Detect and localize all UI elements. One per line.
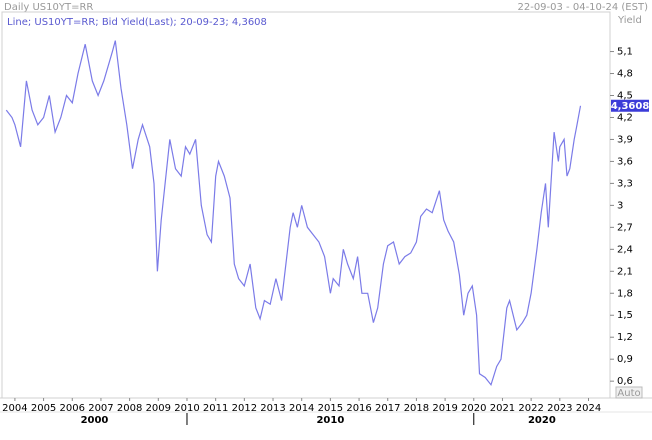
x-tick-label: 2008 xyxy=(117,403,142,414)
x-tick-label: 2019 xyxy=(432,403,457,414)
last-value-label: 4,3608 xyxy=(611,101,650,112)
x-tick-label: 2018 xyxy=(404,403,429,414)
x-tick-label: 2020 xyxy=(461,403,486,414)
y-tick-label: 1,5 xyxy=(617,310,633,321)
y-tick-label: 4,5 xyxy=(617,90,633,101)
last-value-box xyxy=(611,99,649,112)
y-tick-label: 2,7 xyxy=(617,222,633,233)
decade-label: 2010 xyxy=(316,415,344,426)
x-tick-label: 2009 xyxy=(146,403,171,414)
y-tick-label: 3 xyxy=(617,200,623,211)
y-tick-label: 3,9 xyxy=(617,134,633,145)
x-tick-label: 2017 xyxy=(375,403,400,414)
y-tick-label: 0,6 xyxy=(617,376,633,387)
x-tick-label: 2024 xyxy=(576,403,601,414)
x-tick-label: 2015 xyxy=(318,403,343,414)
x-tick-label: 2021 xyxy=(490,403,515,414)
x-tick-label: 2004 xyxy=(2,403,27,414)
series-line xyxy=(5,40,582,387)
x-tick-label: 2012 xyxy=(232,403,257,414)
y-tick-label: 2,1 xyxy=(617,266,633,277)
x-tick-label: 2005 xyxy=(31,403,56,414)
chart-title: Daily US10YT=RR xyxy=(4,2,93,13)
legend-entry: Line; US10YT=RR; Bid Yield(Last); 20-09-… xyxy=(7,17,267,28)
y-tick-label: 5,1 xyxy=(617,47,633,58)
y-tick-label: 4,2 xyxy=(617,112,633,123)
x-tick-label: 2013 xyxy=(260,403,285,414)
y-tick-label: 2,4 xyxy=(617,244,633,255)
x-tick-label: 2016 xyxy=(346,403,371,414)
x-tick-label: 2023 xyxy=(547,403,572,414)
x-tick-label: 2014 xyxy=(289,403,314,414)
y-tick-label: 4,8 xyxy=(617,69,633,80)
y-tick-label: 3,6 xyxy=(617,156,633,167)
y-tick-label: 1,8 xyxy=(617,288,633,299)
x-tick-label: 2006 xyxy=(60,403,85,414)
y-tick-label: 0,9 xyxy=(617,354,633,365)
decade-label: 2020 xyxy=(528,415,556,426)
x-tick-label: 2011 xyxy=(203,403,228,414)
date-range: 22-09-03 - 04-10-24 (EST) xyxy=(517,2,648,13)
y-tick-label: 3,3 xyxy=(617,178,633,189)
decade-label: 2000 xyxy=(81,415,109,426)
auto-button[interactable] xyxy=(615,386,643,399)
x-tick-label: 2010 xyxy=(174,403,199,414)
y-axis-title: Yield xyxy=(617,15,642,26)
y-tick-label: 1,2 xyxy=(617,332,633,343)
x-tick-label: 2022 xyxy=(518,403,543,414)
x-tick-label: 2007 xyxy=(88,403,113,414)
auto-button-label[interactable]: Auto xyxy=(617,388,640,399)
